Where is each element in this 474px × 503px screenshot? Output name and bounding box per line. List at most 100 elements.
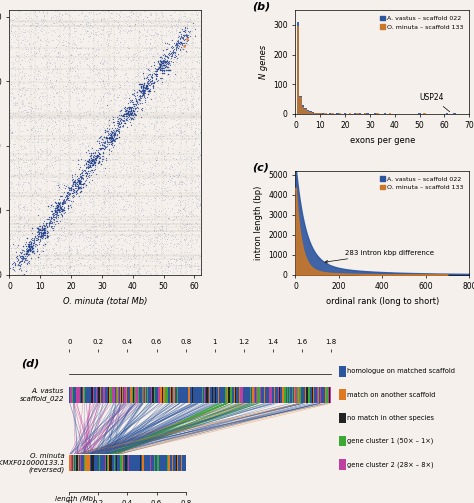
Point [15,169,23,177]
Point [109,71,117,79]
Point [194,251,202,259]
Point [150,78,158,86]
Point [62,143,70,151]
Point [55,124,63,132]
Point [22,125,30,133]
Point [33,244,41,252]
Point [184,27,192,35]
Point [11,66,19,74]
Point [76,194,83,202]
Point [163,225,170,233]
Point [159,58,167,66]
Point [33,242,40,250]
Point [41,166,48,174]
Point [89,264,96,272]
Point [17,141,25,149]
Point [58,213,66,221]
Point [50,218,57,226]
Point [105,125,112,133]
Point [81,234,88,242]
Point [51,264,59,272]
Point [85,192,92,200]
Point [149,103,156,111]
Point [34,225,42,233]
Point [165,66,173,74]
Point [169,171,176,179]
Point [127,27,135,35]
Point [187,125,194,133]
Point [29,240,36,248]
Point [18,252,25,260]
Bar [198,387,200,402]
Point [162,58,170,66]
Point [183,41,191,49]
Point [31,159,39,167]
Point [42,46,49,54]
Point [178,40,186,48]
Point [46,148,54,156]
Point [130,261,138,269]
Point [107,222,114,230]
Point [61,119,69,127]
Point [110,43,118,51]
Point [117,45,124,53]
Point [65,202,73,210]
Point [148,204,155,212]
Point [48,186,56,194]
Point [154,153,161,161]
Point [137,152,145,160]
Point [75,184,82,192]
Point [37,112,45,120]
Point [37,184,45,192]
Point [180,36,188,44]
Point [46,220,53,228]
Point [81,242,88,250]
Point [131,100,139,108]
Point [113,129,120,137]
Point [33,266,41,274]
Point [116,255,123,263]
Point [184,152,191,160]
Point [67,71,75,79]
Point [86,93,94,101]
Point [171,109,178,117]
Point [50,195,58,203]
Point [87,133,94,141]
Point [138,221,146,229]
Point [146,143,153,151]
Point [168,143,175,151]
Point [95,192,103,200]
Point [141,103,148,111]
Point [177,74,184,82]
Point [24,248,31,257]
Point [184,53,192,61]
Point [183,213,191,221]
Point [100,198,107,206]
Point [81,57,88,65]
Point [142,50,149,58]
Point [164,262,172,270]
Point [76,171,84,179]
Point [164,177,171,185]
Point [120,117,128,125]
Point [98,99,105,107]
Point [127,104,135,112]
Point [33,251,40,259]
Point [77,44,85,52]
Point [60,141,67,149]
Point [170,46,177,54]
Point [164,65,172,73]
Point [144,58,152,66]
Point [136,137,144,145]
Point [33,184,41,192]
Point [84,27,91,35]
Point [195,152,202,160]
Point [146,76,153,84]
Point [131,270,139,278]
Point [105,106,112,114]
Point [42,225,49,233]
Point [23,14,30,22]
Point [103,133,110,141]
Point [193,71,201,79]
Bar [251,387,252,402]
